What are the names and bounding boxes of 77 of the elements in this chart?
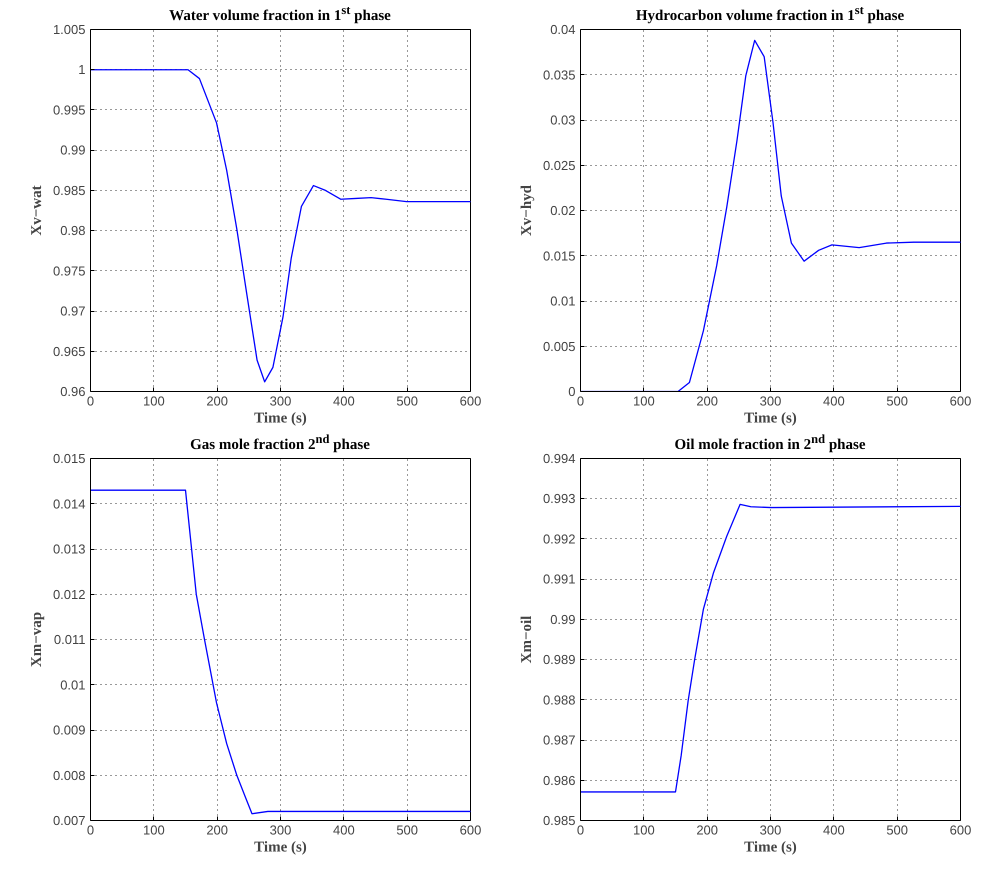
y-tick-label: 0.992 [542,531,576,546]
x-tick-label: 300 [760,394,782,408]
x-tick-label: 400 [822,822,845,838]
y-tick-label: 0.025 [542,158,576,173]
y-tick-label: 0.99 [60,142,86,158]
x-tick-label: 600 [460,394,482,408]
y-tick-label: 0.995 [52,102,86,118]
y-tick-label: 0.987 [542,732,576,748]
x-tick-label: 500 [886,394,908,408]
x-tick-label: 400 [332,822,355,838]
x-axis-title: Time (s) [744,840,797,856]
y-tick-label: 0.02 [550,203,576,218]
x-tick-label: 100 [142,394,165,408]
y-tick-label: 0.985 [542,813,576,828]
x-tick-label: 500 [886,822,908,838]
y-tick-label: 0.015 [52,451,86,466]
x-tick-label: 500 [396,394,418,408]
x-tick-label: 200 [696,822,718,838]
x-tick-label: 400 [332,394,355,408]
x-tick-label: 100 [632,394,655,408]
y-tick-label: 0.97 [60,304,86,319]
y-tick-label: 0.04 [550,22,576,37]
line-series [90,490,470,814]
y-tick-label: 0.965 [52,344,86,359]
chart-title: Water volume fraction in 1$^{st}$ phase [168,2,392,26]
chart-title: Gas mole fraction 2$^{nd}$ phase [189,431,371,455]
x-tick-label: 600 [460,822,482,838]
y-tick-label: 0.007 [52,813,86,828]
x-tick-label: 100 [632,822,655,838]
y-tick-label: 0.991 [542,572,576,587]
y-tick-label: 1.005 [52,22,86,37]
y-tick-label: 0.005 [542,338,576,354]
x-tick-label: 400 [822,394,845,408]
x-tick-label: 100 [142,822,165,838]
y-tick-label: 0.98 [60,223,86,238]
y-tick-label: 0.988 [542,692,576,708]
y-tick-label: 0.975 [52,263,86,278]
y-axis-title: Xm−oil [518,616,535,664]
x-tick-label: 200 [696,394,718,408]
y-tick-label: 0.015 [542,248,576,264]
y-tick-label: 0.03 [550,112,576,128]
x-tick-label: 300 [270,822,292,838]
chart-title: Hydrocarbon volume fraction in 1$^{st}$ phase [634,2,906,26]
y-tick-label: 0.01 [550,294,576,308]
y-axis-title: Xv−hyd [518,184,535,236]
chart-title: Oil mole fraction in 2$^{nd}$ phase [674,431,866,455]
y-tick-label: 0.01 [60,677,86,692]
x-axis-title: Time (s) [254,840,307,856]
x-tick-label: 300 [270,394,292,408]
y-tick-label: 0.009 [52,722,86,738]
y-tick-label: 0.99 [550,612,576,627]
x-tick-label: 600 [950,394,972,408]
line-series [90,69,470,382]
y-tick-label: 0.96 [60,384,86,399]
y-tick-label: 0.994 [542,451,576,466]
y-tick-label: 1 [78,62,86,78]
y-tick-label: 0.014 [52,496,86,512]
y-tick-label: 0.993 [542,491,576,506]
x-tick-label: 300 [760,822,782,838]
y-tick-label: 0.012 [52,586,86,602]
x-tick-label: 600 [950,822,972,838]
x-axis-title: Time (s) [744,410,797,426]
x-tick-label: 500 [396,822,418,838]
y-axis-title: Xv−wat [28,185,45,236]
y-tick-label: 0.989 [542,652,576,668]
y-tick-label: 0 [568,384,576,399]
y-tick-label: 0.013 [52,542,86,556]
y-tick-label: 0.035 [542,67,576,82]
y-tick-label: 0.008 [52,768,86,783]
x-tick-label: 200 [206,394,228,408]
line-series [580,504,960,793]
x-tick-label: 200 [206,822,228,838]
x-axis-title: Time (s) [254,410,307,426]
y-axis-title: Xm−vap [28,612,45,668]
y-tick-label: 0.986 [542,772,576,788]
y-tick-label: 0.011 [54,632,86,647]
y-tick-label: 0.985 [52,182,86,198]
